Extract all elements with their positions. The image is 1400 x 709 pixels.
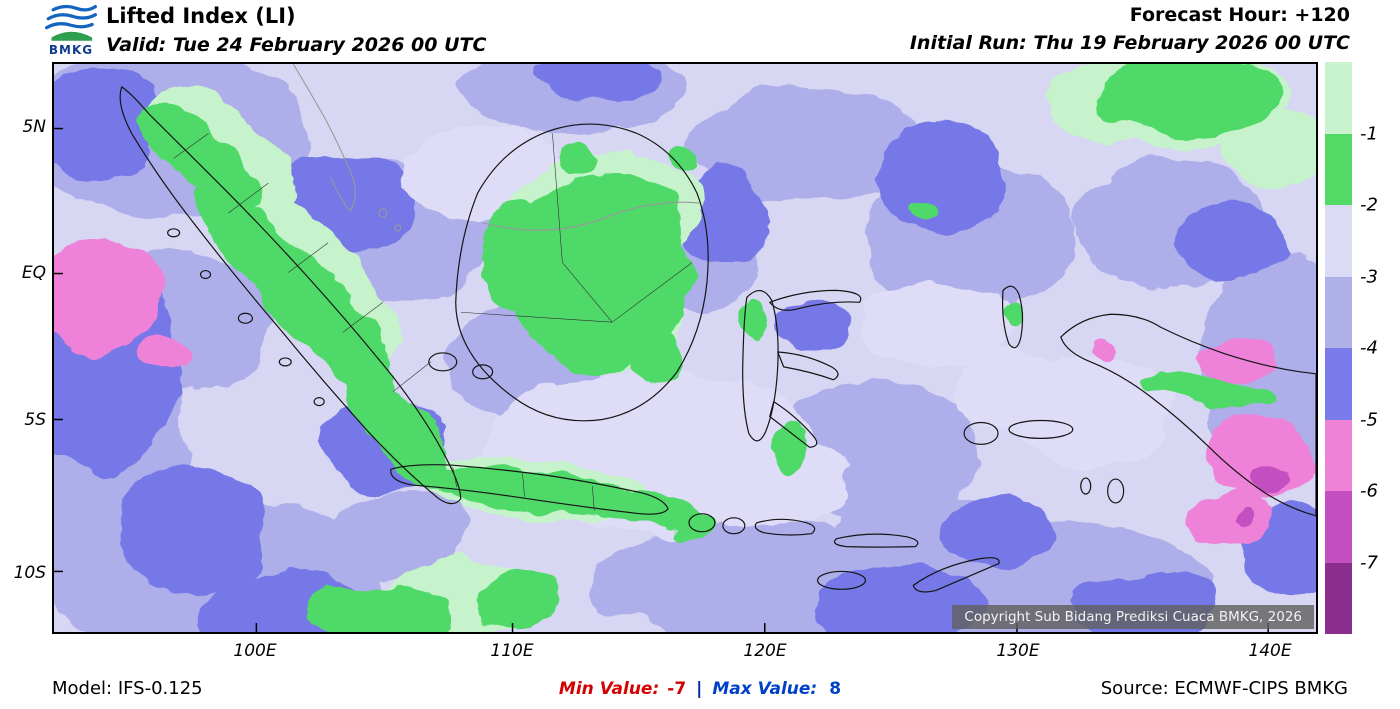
bmkg-logo-label: BMKG	[48, 43, 94, 57]
legend-label-m4: -4	[1360, 337, 1378, 359]
max-value: 8	[829, 679, 842, 699]
legend-label-m1: -1	[1360, 123, 1378, 145]
legend-swatch-5	[1325, 419, 1352, 491]
legend-swatch-0	[1325, 62, 1352, 134]
lon-label-100e: 100E	[233, 641, 277, 661]
legend-swatch-1	[1325, 133, 1352, 205]
lat-label-10s: 10S	[13, 563, 46, 583]
li-field-layer	[54, 64, 1316, 632]
lon-label-140e: 140E	[1248, 641, 1292, 661]
lat-label-eq: EQ	[21, 263, 46, 283]
axis-ticks	[54, 127, 1269, 632]
legend-swatch-3	[1325, 276, 1352, 348]
legend-swatch-4	[1325, 348, 1352, 420]
legend-label-m3: -3	[1360, 266, 1378, 288]
lon-label-130e: 130E	[996, 641, 1040, 661]
run-info-block: Forecast Hour: +120 Initial Run: Thu 19 …	[910, 4, 1350, 54]
legend-label-m2: -2	[1360, 194, 1378, 216]
province-borders-layer	[173, 133, 693, 511]
min-value: -7	[667, 679, 687, 699]
lat-label-5s: 5S	[24, 410, 46, 430]
forecast-hour: Forecast Hour: +120	[1129, 4, 1350, 26]
legend-swatch-2	[1325, 205, 1352, 277]
initial-run: Initial Run: Thu 19 February 2026 00 UTC	[909, 31, 1350, 54]
map-frame: Copyright Sub Bidang Prediksi Cuaca BMKG…	[52, 62, 1318, 634]
bmkg-logo-icon	[45, 4, 97, 41]
max-value-label: Max Value:	[712, 679, 818, 699]
copyright-notice: Copyright Sub Bidang Prediksi Cuaca BMKG…	[952, 605, 1314, 629]
color-legend	[1325, 62, 1352, 634]
min-value-label: Min Value:	[558, 679, 660, 699]
li-weather-map	[54, 64, 1316, 632]
title-block: Lifted Index (LI) Valid: Tue 24 February…	[106, 4, 486, 56]
bmkg-logo: BMKG	[40, 2, 102, 57]
min-max-values: Min Value: -7 | Max Value: 8	[559, 679, 841, 699]
legend-label-m5: -5	[1360, 409, 1378, 431]
valid-time: Valid: Tue 24 February 2026 00 UTC	[106, 34, 487, 57]
source-info: Source: ECMWF-CIPS BMKG	[1100, 678, 1348, 699]
lat-label-5n: 5N	[22, 117, 46, 137]
lon-label-110e: 110E	[490, 641, 534, 661]
foreign-borders-layer	[292, 64, 701, 232]
legend-label-m7: -7	[1360, 552, 1378, 574]
lon-label-120e: 120E	[743, 641, 787, 661]
page-title: Lifted Index (LI)	[106, 4, 296, 28]
coastlines-layer	[119, 86, 1316, 593]
min-max-separator: |	[696, 679, 703, 699]
legend-label-m6: -6	[1360, 480, 1378, 502]
model-info: Model: IFS-0.125	[52, 678, 203, 699]
legend-swatch-6	[1325, 491, 1352, 563]
legend-swatch-7	[1325, 562, 1352, 634]
